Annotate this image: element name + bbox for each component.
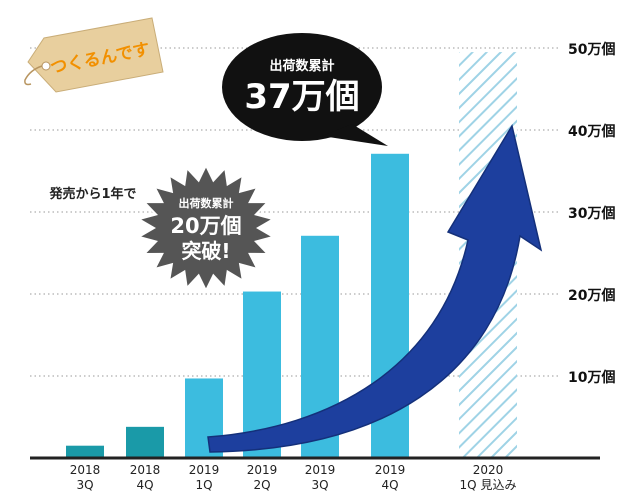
burst-shape (136, 163, 276, 293)
x-tick-label-year: 2019 (189, 463, 220, 477)
first-year-note: 発売から1年で (48, 186, 136, 202)
x-tick-label-year: 2019 (375, 463, 406, 477)
y-tick-label: 30万個 (568, 205, 615, 222)
x-tick-label-year: 2019 (305, 463, 336, 477)
x-tick-label-quarter: 4Q (136, 478, 153, 492)
y-axis-tick-labels: 10万個 20万個 30万個 40万個 50万個 (568, 41, 615, 386)
burst-line1: 出荷数累計 (179, 196, 234, 210)
brand-tag: つくるんです (24, 17, 164, 93)
x-axis-tick-labels: 20183Q20184Q20191Q20192Q20193Q20194Q2020… (70, 463, 517, 492)
x-tick-label-year: 2018 (130, 463, 161, 477)
x-tick-label-year: 2020 (473, 463, 504, 477)
x-tick-label-quarter: 1Q (195, 478, 212, 492)
bar (66, 445, 104, 458)
y-tick-label: 50万個 (568, 41, 615, 58)
growth-arrow (207, 124, 543, 453)
burst-line3: 突破! (181, 239, 230, 263)
total-speech-bubble: 出荷数累計 37万個 (222, 33, 388, 146)
x-tick-label-year: 2019 (247, 463, 278, 477)
x-tick-label-quarter: 3Q (76, 478, 93, 492)
bubble-line2: 37万個 (244, 77, 359, 117)
y-tick-label: 20万個 (568, 287, 615, 304)
x-tick-label-quarter: 3Q (311, 478, 328, 492)
bubble-line1: 出荷数累計 (269, 58, 334, 74)
bar (126, 426, 164, 458)
x-tick-label-quarter: 4Q (381, 478, 398, 492)
burst-line2: 20万個 (170, 214, 241, 238)
y-tick-label: 10万個 (568, 369, 615, 386)
milestone-burst: 出荷数累計 20万個 突破! (136, 163, 276, 293)
x-tick-label-year: 2018 (70, 463, 101, 477)
x-tick-label-quarter: 1Q 見込み (460, 478, 517, 492)
x-tick-label-quarter: 2Q (253, 478, 270, 492)
y-tick-label: 40万個 (568, 123, 615, 140)
